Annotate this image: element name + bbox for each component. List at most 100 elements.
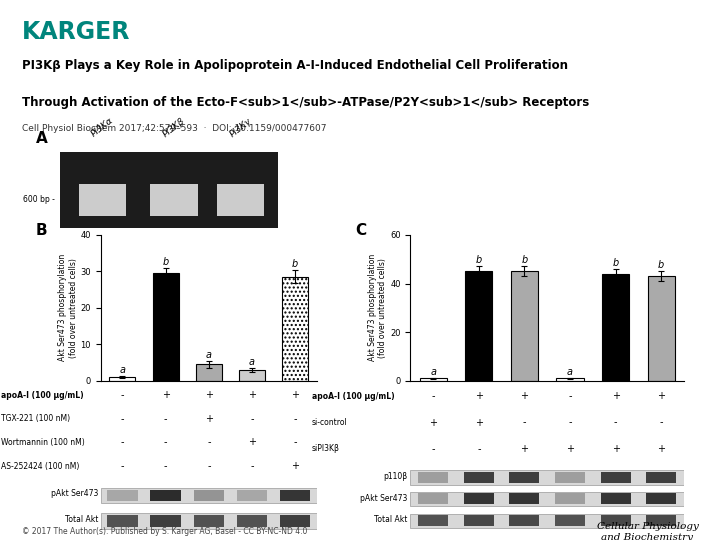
Text: +: + [429, 417, 437, 428]
Text: -: - [251, 414, 253, 424]
FancyBboxPatch shape [464, 515, 494, 526]
Text: +: + [521, 392, 528, 401]
Text: -: - [568, 417, 572, 428]
Bar [196, 364, 222, 381]
FancyBboxPatch shape [217, 184, 264, 215]
Text: TGX-221 (100 nM): TGX-221 (100 nM) [1, 414, 71, 423]
Text: -: - [477, 444, 480, 454]
Text: -: - [121, 414, 124, 424]
Text: PI3Kβ: PI3Kβ [161, 116, 186, 139]
Text: -: - [121, 437, 124, 448]
FancyBboxPatch shape [464, 472, 494, 483]
Text: +: + [204, 390, 213, 400]
Text: -: - [207, 461, 210, 471]
Text: a: a [249, 357, 255, 367]
FancyBboxPatch shape [237, 490, 267, 501]
Text: +: + [566, 444, 574, 454]
Text: Cell Physiol Biochem 2017;42:579–593  ·  DOI: 10.1159/000477607: Cell Physiol Biochem 2017;42:579–593 · D… [22, 125, 326, 133]
FancyBboxPatch shape [646, 515, 676, 526]
FancyBboxPatch shape [418, 472, 449, 483]
FancyBboxPatch shape [237, 516, 267, 527]
Text: Cellular Physiology
and Biochemistry: Cellular Physiology and Biochemistry [597, 522, 698, 540]
Text: -: - [164, 414, 167, 424]
Text: p110β: p110β [384, 472, 408, 481]
Text: +: + [521, 444, 528, 454]
Text: A: A [36, 131, 48, 146]
Text: +: + [657, 392, 665, 401]
FancyBboxPatch shape [280, 516, 310, 527]
Text: PI3Kβ Plays a Key Role in Apolipoprotein A-I-Induced Endothelial Cell Proliferat: PI3Kβ Plays a Key Role in Apolipoprotein… [22, 59, 567, 72]
Text: -: - [523, 417, 526, 428]
Text: +: + [611, 392, 620, 401]
FancyBboxPatch shape [418, 515, 449, 526]
FancyBboxPatch shape [101, 488, 317, 503]
FancyBboxPatch shape [509, 494, 539, 504]
Text: -: - [294, 414, 297, 424]
FancyBboxPatch shape [107, 516, 138, 527]
Text: Wortmannin (100 nM): Wortmannin (100 nM) [1, 438, 85, 447]
Text: +: + [204, 414, 213, 424]
Text: a: a [567, 367, 573, 376]
FancyBboxPatch shape [600, 494, 631, 504]
Text: KARGER: KARGER [22, 21, 130, 44]
Text: -: - [568, 392, 572, 401]
Text: pAkt Ser473: pAkt Ser473 [360, 494, 408, 503]
FancyBboxPatch shape [150, 184, 198, 215]
FancyBboxPatch shape [194, 516, 224, 527]
Text: a: a [431, 367, 436, 376]
Text: -: - [431, 444, 435, 454]
FancyBboxPatch shape [509, 472, 539, 483]
FancyBboxPatch shape [555, 472, 585, 483]
Bar [153, 273, 179, 381]
Text: apoA-I (100 μg/mL): apoA-I (100 μg/mL) [312, 392, 395, 401]
Text: siPI3Kβ: siPI3Kβ [312, 444, 340, 453]
FancyBboxPatch shape [410, 492, 684, 507]
Text: AS-252424 (100 nM): AS-252424 (100 nM) [1, 462, 80, 470]
Text: +: + [248, 437, 256, 448]
Text: -: - [294, 437, 297, 448]
Text: -: - [121, 390, 124, 400]
Text: b: b [521, 255, 528, 265]
Text: +: + [291, 461, 300, 471]
Bar [557, 378, 584, 381]
FancyBboxPatch shape [79, 184, 127, 215]
Text: -: - [207, 437, 210, 448]
Text: PI3Kα: PI3Kα [90, 116, 115, 139]
Text: 600 bp -: 600 bp - [23, 194, 55, 204]
Text: -: - [164, 437, 167, 448]
Bar [109, 377, 135, 381]
Bar [282, 277, 308, 381]
Text: b: b [476, 255, 482, 265]
FancyBboxPatch shape [646, 494, 676, 504]
FancyBboxPatch shape [555, 515, 585, 526]
Text: -: - [121, 461, 124, 471]
Text: a: a [206, 349, 212, 360]
Text: +: + [161, 390, 170, 400]
FancyBboxPatch shape [150, 490, 181, 501]
Y-axis label: Akt Ser473 phosphorylation
(fold over untreated cells): Akt Ser473 phosphorylation (fold over un… [58, 254, 78, 361]
Bar [647, 276, 675, 381]
Text: +: + [657, 444, 665, 454]
FancyBboxPatch shape [555, 494, 585, 504]
Text: a: a [120, 365, 125, 375]
Y-axis label: Akt Ser473 phosphorylation
(fold over untreated cells): Akt Ser473 phosphorylation (fold over un… [368, 254, 387, 361]
FancyBboxPatch shape [150, 516, 181, 527]
Text: pAkt Ser473: pAkt Ser473 [51, 489, 99, 498]
FancyBboxPatch shape [600, 515, 631, 526]
Text: Through Activation of the Ecto-F<sub>1</sub>-ATPase/P2Y<sub>1</sub> Receptors: Through Activation of the Ecto-F<sub>1</… [22, 96, 589, 109]
Text: Total Akt: Total Akt [66, 515, 99, 524]
FancyBboxPatch shape [410, 514, 684, 528]
Text: Total Akt: Total Akt [374, 515, 408, 524]
Text: B: B [36, 223, 48, 238]
FancyBboxPatch shape [194, 490, 224, 501]
FancyBboxPatch shape [646, 472, 676, 483]
FancyBboxPatch shape [410, 470, 684, 485]
Text: +: + [474, 417, 483, 428]
Text: +: + [474, 392, 483, 401]
Text: +: + [291, 390, 300, 400]
Text: -: - [660, 417, 663, 428]
FancyBboxPatch shape [509, 515, 539, 526]
Text: C: C [356, 223, 366, 238]
Bar [465, 271, 492, 381]
FancyBboxPatch shape [107, 490, 138, 501]
